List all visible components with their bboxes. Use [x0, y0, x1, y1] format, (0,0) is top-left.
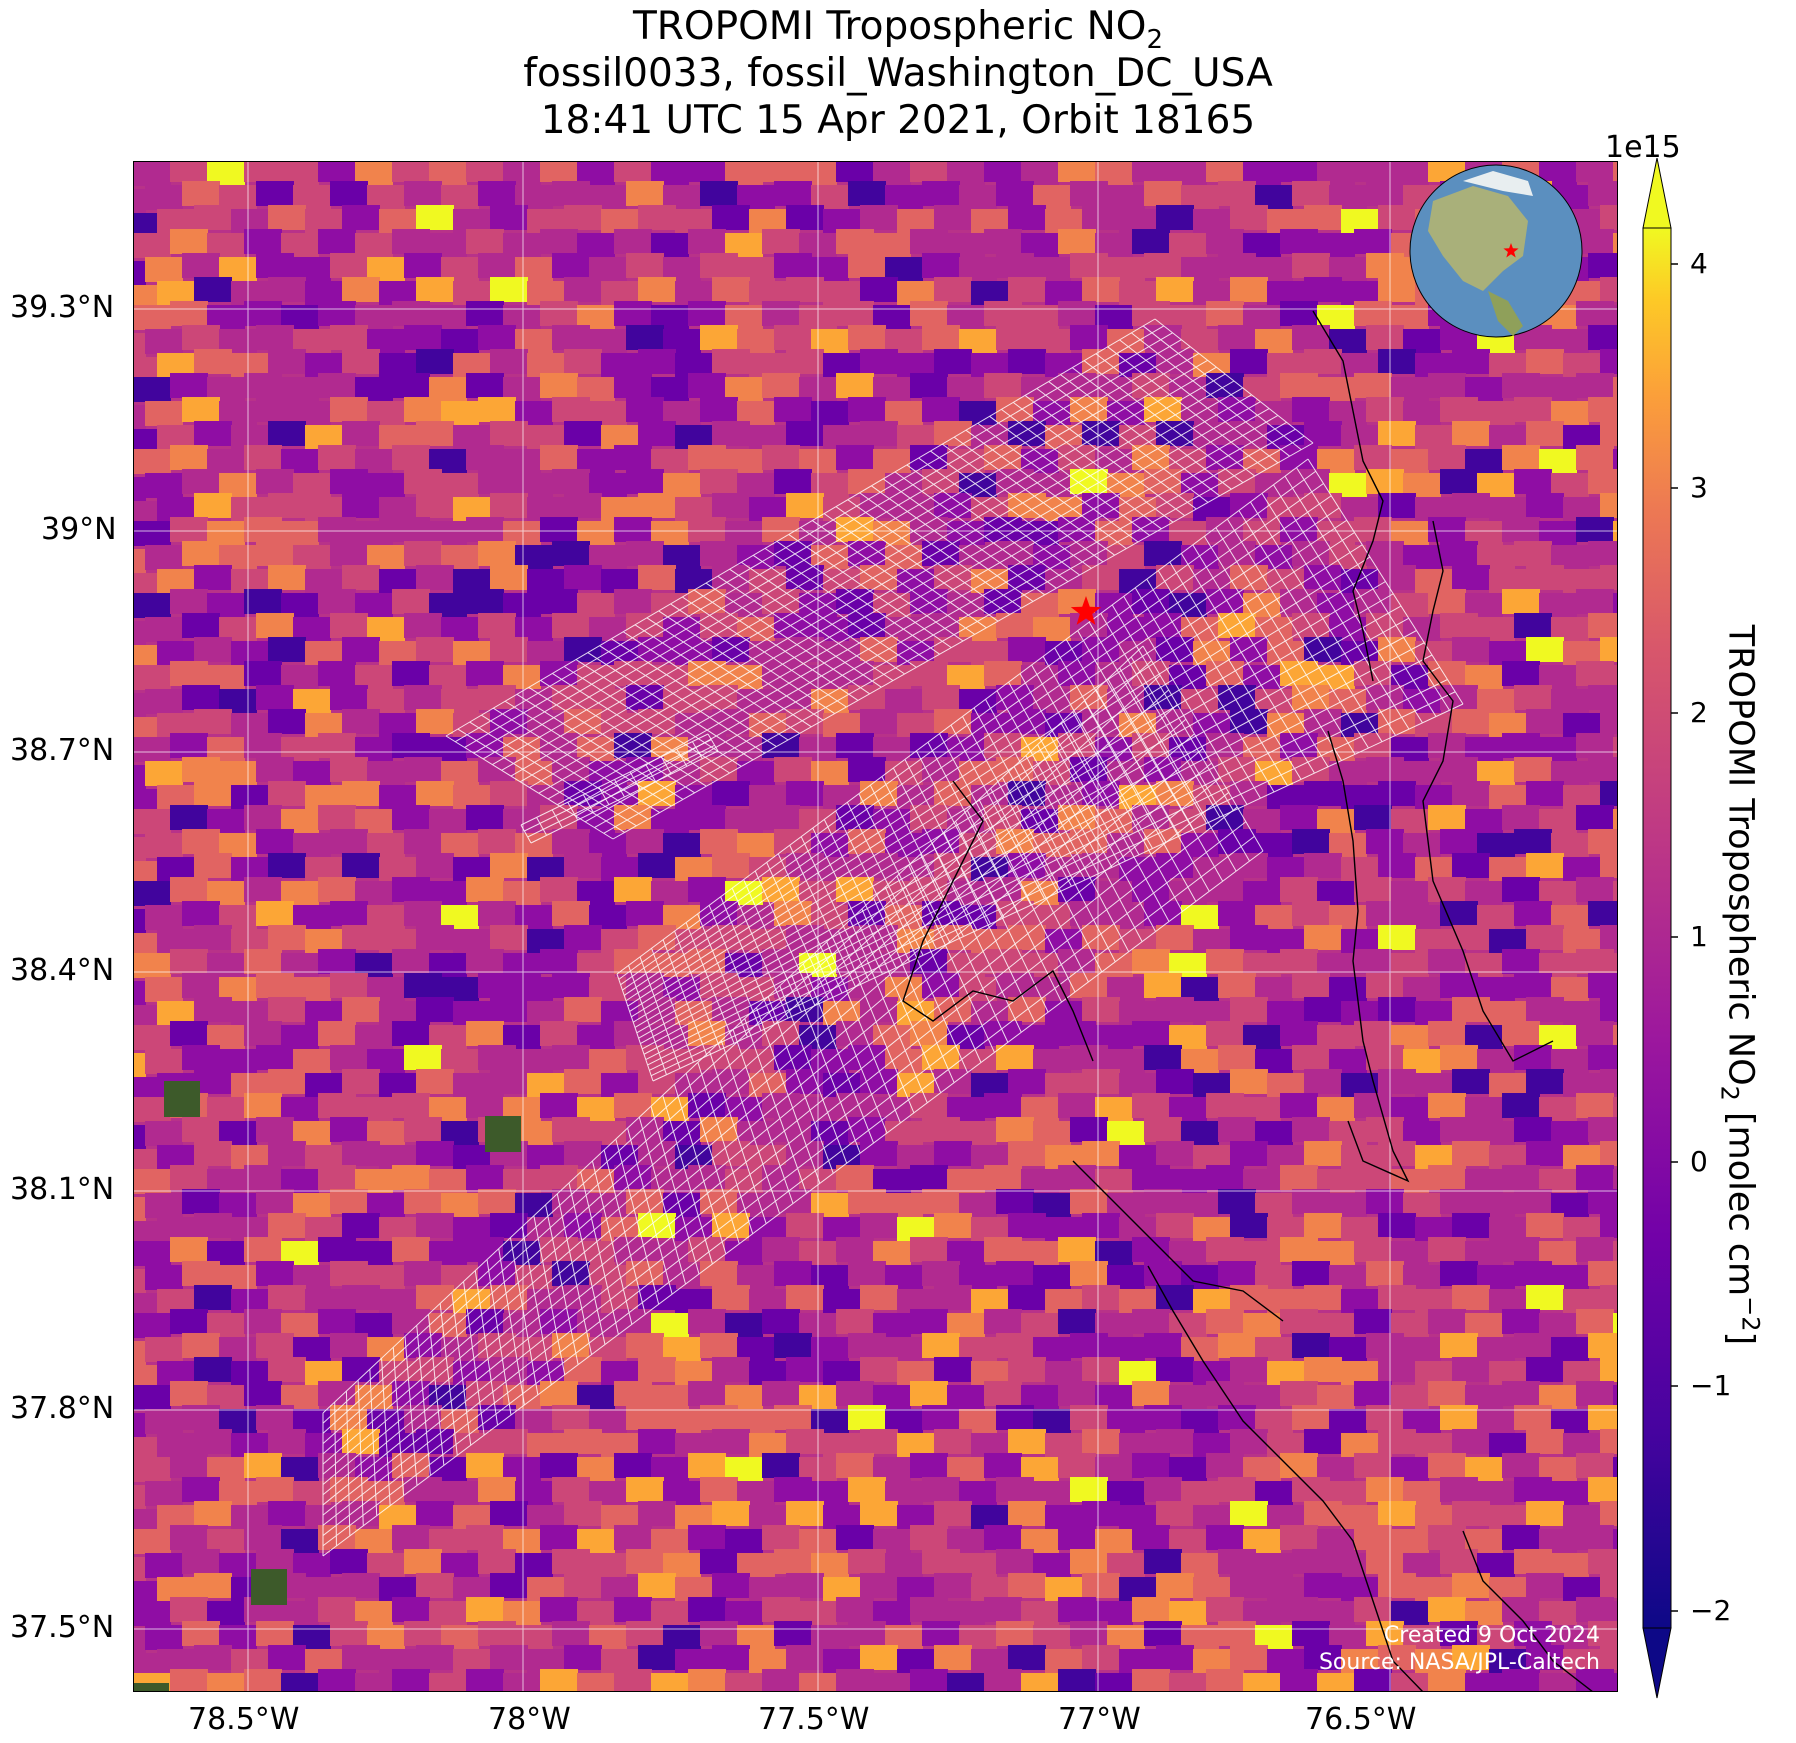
colorbar-exponent: 1e15 — [1605, 130, 1681, 165]
lon-tick-78.5: 78.5°W — [188, 1702, 300, 1737]
title-subscript: 2 — [1146, 24, 1164, 55]
lon-tick-78: 78°W — [488, 1702, 571, 1737]
colorbar-label: TROPOMI Tropospheric NO2 [molec cm−2] — [1715, 624, 1765, 1346]
lat-tick-38.4: 38.4°N — [10, 953, 115, 988]
title-line-3: 18:41 UTC 15 Apr 2021, Orbit 18165 — [540, 98, 1256, 143]
globe-star-marker — [1503, 243, 1519, 258]
lon-tick-77: 77°W — [1058, 1702, 1141, 1737]
map-plot — [133, 161, 1618, 1692]
footprint-sliver — [520, 733, 719, 844]
colorbar-gradient — [1642, 227, 1672, 1629]
imagery-patch — [133, 1683, 169, 1692]
imagery-patch — [485, 1116, 521, 1152]
colorbar-tick-2: 2 — [1690, 696, 1708, 729]
lat-tick-38.1: 38.1°N — [10, 1172, 115, 1207]
lon-tick-77.5: 77.5°W — [758, 1702, 870, 1737]
imagery-patch — [251, 1569, 287, 1605]
credit-source: Source: NASA/JPL-Caltech — [1318, 1650, 1600, 1675]
colorbar-tick-0: 0 — [1690, 1145, 1708, 1178]
colorbar-tick-3: 3 — [1690, 471, 1708, 504]
lat-tick-39.3: 39.3°N — [10, 290, 115, 325]
coastline — [902, 310, 1594, 1692]
colorbar — [1642, 158, 1678, 1699]
lat-tick-39: 39°N — [41, 512, 117, 547]
inset-globe — [1409, 164, 1583, 338]
colorbar-tick-neg1: −1 — [1690, 1369, 1732, 1402]
map-frame — [133, 161, 1618, 1692]
colorbar-extend-max — [1642, 158, 1672, 229]
lat-tick-37.8: 37.8°N — [10, 1391, 115, 1426]
credit-created: Created 9 Oct 2024 — [1383, 1623, 1600, 1648]
title-line-2: fossil0033, fossil_Washington_DC_USA — [523, 51, 1273, 96]
lat-tick-38.7: 38.7°N — [10, 733, 115, 768]
target-star-marker — [1070, 596, 1102, 625]
footprint-middle — [616, 458, 1464, 1082]
colorbar-extend-min — [1642, 1627, 1672, 1699]
colorbar-tick-neg2: −2 — [1690, 1594, 1732, 1627]
footprint-lower — [322, 645, 1264, 1557]
title-line-1: TROPOMI Tropospheric NO2 — [632, 4, 1164, 55]
lon-tick-76.5: 76.5°W — [1305, 1702, 1417, 1737]
no2-map — [133, 161, 1618, 1692]
imagery-patch — [164, 1081, 200, 1117]
graticule — [133, 161, 1618, 1692]
lat-tick-37.5: 37.5°N — [10, 1610, 115, 1645]
footprint-upper — [445, 318, 1314, 840]
colorbar-tick-4: 4 — [1690, 247, 1708, 280]
colorbar-tick-1: 1 — [1690, 920, 1708, 953]
